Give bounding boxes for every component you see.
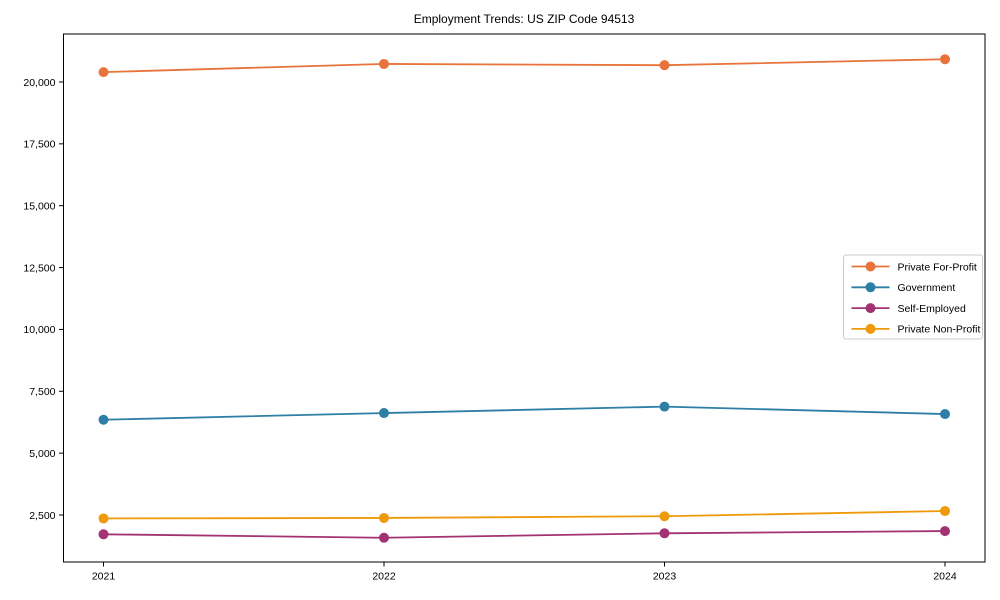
- chart-title: Employment Trends: US ZIP Code 94513: [414, 12, 635, 26]
- data-point: [98, 513, 109, 524]
- x-tick-label: 2023: [653, 571, 677, 583]
- data-point: [659, 528, 670, 539]
- data-point: [98, 529, 109, 540]
- data-point: [379, 512, 389, 523]
- series-line-self-employed: [103, 530, 946, 539]
- data-point: [940, 526, 950, 537]
- data-point: [98, 67, 109, 78]
- series-line-private-non-profit: [103, 510, 946, 520]
- legend-marker: [865, 282, 876, 293]
- y-tick-label: 20,000: [23, 77, 55, 89]
- data-point: [940, 54, 950, 65]
- y-tick-label: 10,000: [23, 324, 55, 336]
- legend-label: Private Non-Profit: [898, 324, 981, 336]
- x-tick-label: 2022: [372, 571, 396, 583]
- plot-area: 2,500 5,000 7,500 10,000 12,500 15,000 17,500 2…: [23, 33, 986, 583]
- y-tick-label: 2,500: [29, 510, 55, 522]
- series-line-private-for-profit: [103, 58, 946, 74]
- legend-marker: [865, 323, 876, 334]
- legend-label: Self-Employed: [898, 303, 966, 315]
- axes-spines: [63, 33, 986, 563]
- data-point: [659, 401, 670, 412]
- y-tick-label: 7,500: [29, 386, 55, 398]
- legend-marker: [865, 261, 876, 272]
- x-tick-label: 2024: [933, 571, 957, 583]
- data-point: [659, 511, 670, 522]
- legend: Private For-Profit Government Self-Employe…: [843, 254, 983, 340]
- data-point: [379, 532, 389, 543]
- legend-marker: [865, 303, 876, 314]
- x-tick-label: 2021: [92, 571, 116, 583]
- data-point: [379, 408, 389, 419]
- legend-label: Government: [898, 282, 956, 294]
- legend-box: [843, 254, 983, 340]
- y-tick-label: 17,500: [23, 139, 55, 151]
- legend-label: Private For-Profit: [898, 261, 977, 273]
- data-point: [98, 414, 109, 425]
- data-point: [940, 409, 950, 420]
- series-line-government: [103, 405, 946, 421]
- y-tick-label: 5,000: [29, 448, 55, 460]
- data-point: [659, 60, 670, 71]
- data-point: [940, 506, 950, 517]
- data-point: [379, 58, 389, 69]
- y-tick-label: 12,500: [23, 262, 55, 274]
- y-tick-label: 15,000: [23, 201, 55, 213]
